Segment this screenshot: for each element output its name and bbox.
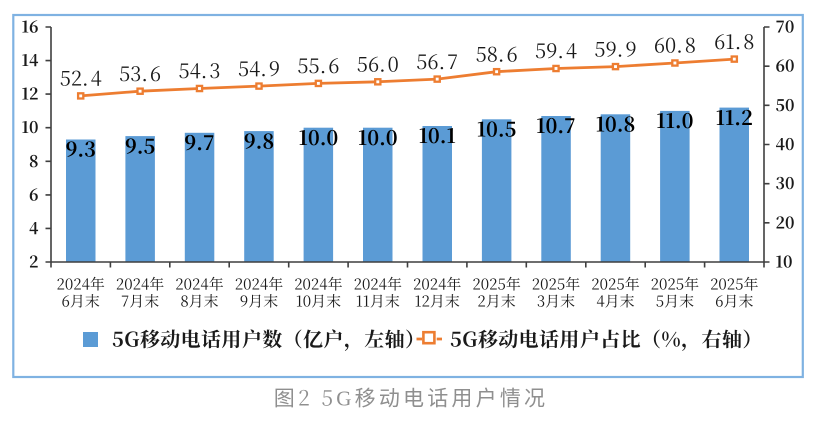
svg-text:2024年: 2024年 bbox=[294, 274, 342, 295]
svg-text:3月末: 3月末 bbox=[537, 291, 575, 312]
svg-text:2024年: 2024年 bbox=[116, 274, 164, 295]
svg-text:9.5: 9.5 bbox=[125, 130, 156, 159]
svg-text:12月末: 12月末 bbox=[414, 291, 459, 312]
svg-text:59.4: 59. 4 bbox=[535, 35, 577, 64]
svg-text:2024年: 2024年 bbox=[413, 274, 461, 295]
svg-text:9.8: 9.8 bbox=[244, 125, 275, 154]
svg-text:4月末: 4月末 bbox=[596, 291, 634, 312]
svg-text:2024年: 2024年 bbox=[175, 274, 223, 295]
svg-text:2024年: 2024年 bbox=[235, 274, 283, 295]
svg-text:8: 8 bbox=[29, 149, 39, 172]
svg-text:9月末: 9月末 bbox=[240, 291, 278, 312]
svg-text:54.9: 54. 9 bbox=[238, 53, 280, 82]
svg-text:56.7: 56. 7 bbox=[416, 46, 458, 75]
svg-text:9.3: 9.3 bbox=[65, 134, 95, 163]
svg-text:5月末: 5月末 bbox=[656, 291, 694, 312]
svg-text:30: 30 bbox=[776, 171, 795, 194]
svg-text:14: 14 bbox=[22, 48, 39, 71]
svg-text:9.7: 9.7 bbox=[184, 127, 214, 156]
svg-text:10: 10 bbox=[776, 250, 793, 273]
svg-text:图2 5G移动电话用户情况: 图2 5G移动电话用户情况 bbox=[274, 383, 548, 413]
svg-text:2025年: 2025年 bbox=[472, 274, 520, 295]
svg-text:11.2: 11.2 bbox=[716, 102, 753, 131]
svg-text:2025年: 2025年 bbox=[591, 274, 639, 295]
svg-text:6: 6 bbox=[29, 182, 39, 205]
svg-text:61.8: 61. 8 bbox=[714, 26, 754, 55]
svg-text:8月末: 8月末 bbox=[180, 291, 218, 312]
svg-text:4: 4 bbox=[29, 216, 39, 239]
svg-text:10: 10 bbox=[22, 115, 39, 138]
svg-text:55.6: 55. 6 bbox=[297, 50, 339, 79]
svg-text:10.0: 10.0 bbox=[358, 122, 398, 151]
svg-text:12: 12 bbox=[22, 82, 39, 105]
svg-text:2025年: 2025年 bbox=[532, 274, 580, 295]
svg-text:6月末: 6月末 bbox=[62, 291, 100, 312]
svg-text:70: 70 bbox=[776, 15, 795, 38]
svg-text:58.6: 58.6 bbox=[476, 38, 518, 67]
svg-text:10.7: 10.7 bbox=[536, 110, 576, 139]
svg-text:20: 20 bbox=[776, 210, 795, 233]
svg-text:2: 2 bbox=[29, 250, 39, 273]
svg-text:2025年: 2025年 bbox=[651, 274, 699, 295]
svg-text:59.9: 59. 9 bbox=[594, 33, 636, 62]
svg-text:11月末: 11月末 bbox=[356, 291, 400, 312]
svg-text:2024年: 2024年 bbox=[354, 274, 402, 295]
svg-text:2025年: 2025年 bbox=[710, 274, 758, 295]
svg-text:10.5: 10.5 bbox=[477, 114, 517, 143]
svg-text:53.6: 53. 6 bbox=[119, 58, 161, 87]
svg-text:54.3: 54. 3 bbox=[179, 55, 221, 84]
svg-text:10.1: 10.1 bbox=[419, 120, 456, 149]
svg-text:5G移动电话用户数（亿户，左轴）: 5G移动电话用户数（亿户，左轴） bbox=[112, 324, 425, 353]
svg-text:7月末: 7月末 bbox=[121, 291, 159, 312]
svg-text:40: 40 bbox=[776, 132, 795, 155]
svg-text:50: 50 bbox=[776, 93, 795, 116]
svg-text:6月末: 6月末 bbox=[715, 291, 753, 312]
svg-text:2024年: 2024年 bbox=[56, 274, 104, 295]
svg-text:11.0: 11.0 bbox=[656, 105, 693, 134]
svg-text:10月末: 10月末 bbox=[296, 291, 341, 312]
svg-text:10.8: 10.8 bbox=[596, 109, 636, 138]
svg-text:5G移动电话用户占比（%，右轴）: 5G移动电话用户占比（%，右轴） bbox=[450, 324, 763, 353]
svg-text:10.0: 10.0 bbox=[299, 122, 339, 151]
svg-text:60.8: 60. 8 bbox=[654, 30, 696, 59]
svg-text:60: 60 bbox=[776, 54, 795, 77]
svg-text:2月末: 2月末 bbox=[477, 291, 515, 312]
svg-text:56.0: 56. 0 bbox=[357, 49, 399, 78]
svg-text:16: 16 bbox=[22, 15, 39, 38]
svg-text:52.4: 52. 4 bbox=[60, 63, 102, 92]
